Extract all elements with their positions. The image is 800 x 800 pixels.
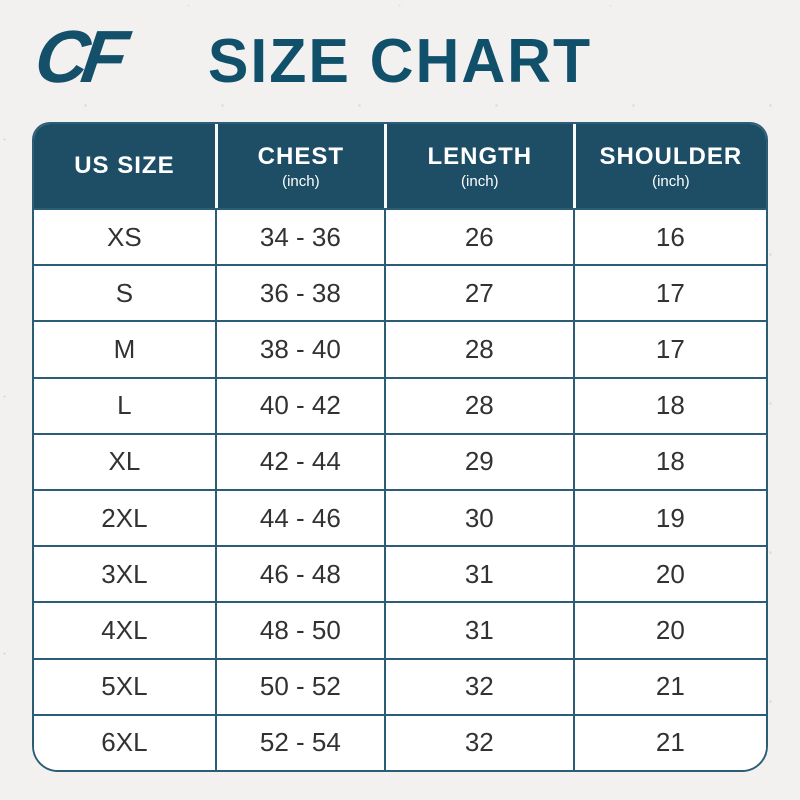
- cell-length: 30: [383, 491, 573, 546]
- column-header-unit: (inch): [282, 172, 320, 190]
- column-header-label: LENGTH: [427, 142, 533, 170]
- cell-size: 3XL: [101, 558, 148, 589]
- cell-chest: 50 - 52: [214, 659, 384, 714]
- cell-chest: 44 - 46: [214, 491, 384, 546]
- cell-shoulder: 21: [572, 659, 766, 714]
- table-row-l: L 40 - 42 28 18: [34, 376, 766, 433]
- table-row-2xl: 2XL 44 - 46 30 19: [34, 489, 766, 546]
- column-header-label: SHOULDER: [599, 142, 743, 170]
- cell-length: 28: [383, 378, 573, 433]
- table-row-4xl: 4XL 48 - 50 31 20: [34, 601, 766, 658]
- cell-shoulder: 17: [572, 322, 766, 377]
- table-body: XS 34 - 36 26 16 S 36 - 38 27 17 M 38 - …: [34, 208, 766, 770]
- cell-size: 5XL: [101, 671, 148, 702]
- cell-shoulder: 18: [572, 378, 766, 433]
- cell-shoulder: 18: [572, 434, 766, 490]
- cell-size: S: [115, 277, 134, 308]
- column-header-shoulder: SHOULDER (inch): [572, 124, 766, 208]
- table-row-xs: XS 34 - 36 26 16: [34, 208, 766, 265]
- cell-size: 4XL: [101, 615, 148, 646]
- cell-size: XS: [107, 221, 142, 252]
- cell-length: 28: [383, 322, 573, 377]
- cell-chest: 34 - 36: [214, 210, 384, 265]
- cell-chest: 42 - 44: [214, 434, 384, 490]
- cell-chest: 40 - 42: [214, 378, 384, 433]
- table-row-3xl: 3XL 46 - 48 31 20: [34, 545, 766, 602]
- cell-size: L: [117, 390, 132, 421]
- column-header-unit: (inch): [461, 172, 499, 190]
- cell-shoulder: 20: [572, 603, 766, 658]
- cell-length: 31: [383, 603, 573, 658]
- table-row-xl: XL 42 - 44 29 18: [34, 432, 766, 490]
- column-header-chest: CHEST (inch): [214, 124, 384, 208]
- table-row-s: S 36 - 38 27 17: [34, 264, 766, 321]
- cell-length: 26: [383, 210, 573, 265]
- header-band: CF SIZE CHART: [0, 0, 800, 122]
- column-header-unit: (inch): [652, 172, 690, 190]
- cell-length: 31: [383, 547, 573, 602]
- column-header-label: CHEST: [257, 142, 344, 170]
- column-header-us-size: US SIZE: [34, 124, 215, 208]
- cell-length: 29: [383, 434, 573, 490]
- cell-shoulder: 17: [572, 266, 766, 321]
- cell-shoulder: 21: [572, 715, 766, 770]
- table-row-6xl: 6XL 52 - 54 32 21: [34, 713, 766, 770]
- table-row-5xl: 5XL 50 - 52 32 21: [34, 657, 766, 714]
- column-header-label: US SIZE: [74, 152, 175, 179]
- cell-size: M: [113, 334, 136, 364]
- cell-shoulder: 19: [572, 491, 766, 546]
- cell-size: 6XL: [101, 727, 148, 758]
- cell-length: 32: [383, 715, 573, 770]
- column-header-length: LENGTH (inch): [383, 124, 573, 208]
- cell-size: 2XL: [101, 502, 148, 533]
- cell-length: 27: [383, 266, 573, 321]
- cell-chest: 52 - 54: [214, 715, 384, 770]
- cell-shoulder: 16: [572, 210, 766, 265]
- cell-chest: 46 - 48: [214, 547, 384, 602]
- table-header-row: US SIZE CHEST (inch) LENGTH (inch) SHOUL…: [34, 124, 766, 208]
- page-title: SIZE CHART: [207, 27, 593, 96]
- size-chart-table: US SIZE CHEST (inch) LENGTH (inch) SHOUL…: [32, 122, 768, 772]
- cell-shoulder: 20: [572, 547, 766, 602]
- cell-chest: 38 - 40: [214, 322, 384, 377]
- table-row-m: M 38 - 40 28 17: [34, 320, 766, 377]
- cell-chest: 36 - 38: [214, 266, 384, 321]
- cell-size: XL: [108, 446, 141, 477]
- cell-chest: 48 - 50: [214, 603, 384, 658]
- cell-length: 32: [383, 659, 573, 714]
